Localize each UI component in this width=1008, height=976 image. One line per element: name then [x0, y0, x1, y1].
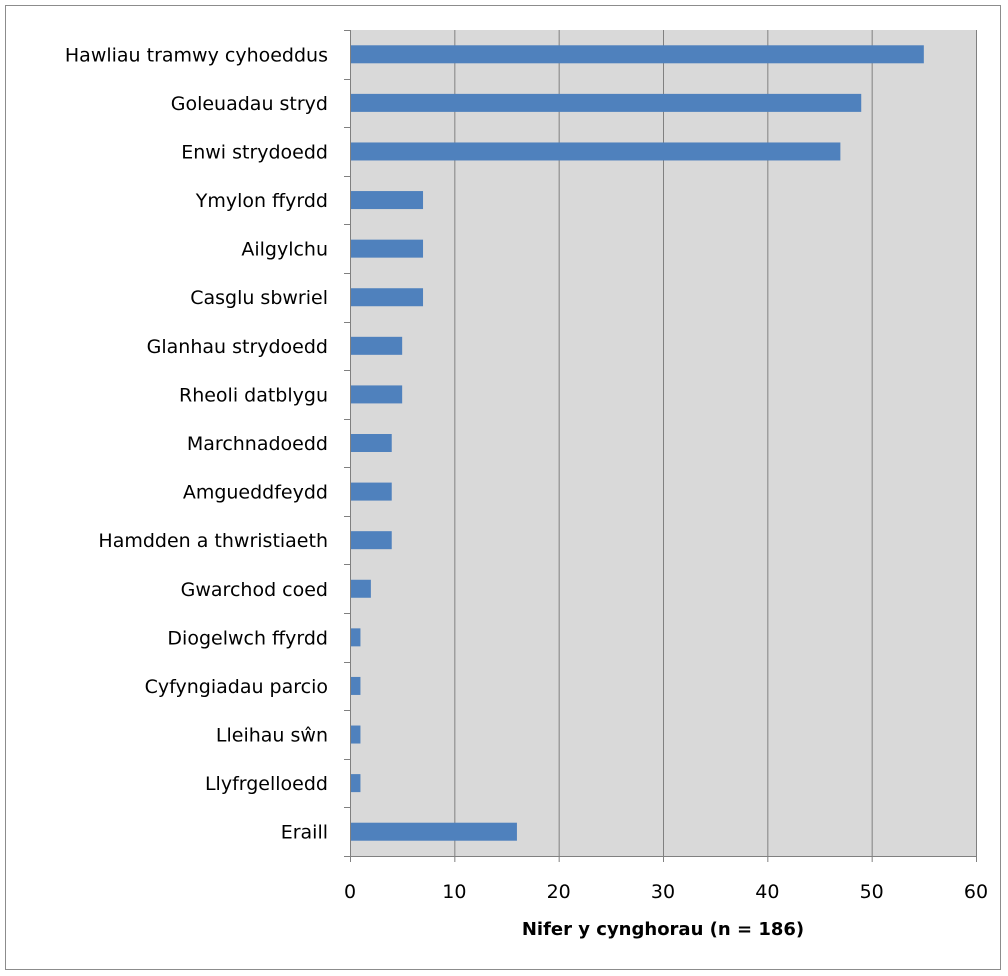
x-tick-label: 0	[344, 881, 356, 903]
category-label: Hamdden a thwristiaeth	[98, 530, 328, 552]
category-label: Ailgylchu	[241, 239, 328, 261]
x-tick-label: 60	[964, 881, 988, 903]
bar	[350, 385, 403, 404]
bar	[350, 482, 392, 501]
bar	[350, 725, 361, 744]
bar	[350, 191, 424, 210]
bar	[350, 239, 424, 258]
bar	[350, 142, 841, 161]
x-tick-label: 10	[442, 881, 466, 903]
category-label: Hawliau tramwy cyhoeddus	[65, 44, 328, 66]
bar	[350, 579, 371, 598]
bars	[350, 45, 924, 841]
category-label: Marchnadoedd	[187, 433, 328, 455]
category-label: Lleihau sŵn	[216, 725, 328, 747]
bar	[350, 531, 392, 550]
bar	[350, 434, 392, 452]
category-label: Diogelwch ffyrdd	[167, 627, 328, 649]
category-label: Ymylon ffyrdd	[195, 190, 328, 212]
bar	[350, 774, 361, 793]
x-tick-label: 40	[755, 881, 779, 903]
category-label: Enwi strydoedd	[181, 141, 328, 163]
x-tick-label: 20	[547, 881, 571, 903]
category-label: Glanhau strydoedd	[147, 336, 328, 358]
gridlines	[454, 30, 977, 856]
bar	[350, 288, 424, 307]
bar	[350, 336, 403, 355]
category-label: Goleuadau stryd	[171, 93, 328, 115]
category-label: Amgueddfeydd	[183, 482, 328, 504]
category-label: Rheoli datblygu	[179, 384, 328, 406]
bar	[350, 676, 361, 695]
x-axis-title: Nifer y cynghorau (n = 186)	[522, 919, 804, 940]
category-label: Cyfyngiadau parcio	[145, 676, 328, 698]
axes	[344, 30, 977, 862]
bar	[350, 93, 862, 112]
category-label: Llyfrgelloedd	[205, 773, 328, 795]
category-label: Eraill	[281, 822, 328, 844]
category-label: Casglu sbwriel	[190, 287, 328, 309]
x-tick-label: 50	[860, 881, 884, 903]
category-labels: Hawliau tramwy cyhoeddus Goleuadau stryd E…	[65, 44, 328, 843]
bar	[350, 45, 924, 64]
bar	[350, 822, 517, 841]
x-tick-labels: 0 10 20 30 40 50 60	[344, 881, 988, 903]
bar	[350, 628, 361, 647]
category-label: Gwarchod coed	[181, 579, 328, 601]
x-tick-label: 30	[651, 881, 675, 903]
